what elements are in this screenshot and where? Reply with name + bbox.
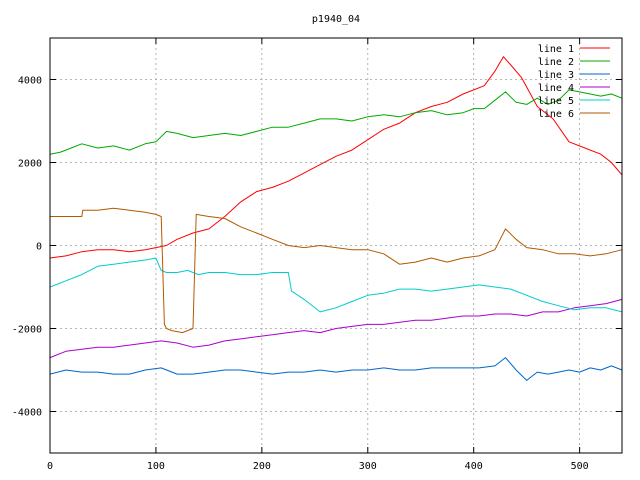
x-tick-label: 200 — [253, 461, 271, 472]
axis-ticks: 0 100 200 300 400 500 -4000 -2000 0 2000 4000 — [12, 38, 622, 472]
x-tick-label: 500 — [571, 461, 589, 472]
legend-label-5: line 5 — [538, 96, 574, 107]
legend-label-2: line 2 — [538, 57, 574, 68]
series-line-4 — [49, 298, 623, 359]
series-line-1 — [49, 56, 623, 259]
legend-label-6: line 6 — [538, 109, 574, 120]
y-tick-label: -4000 — [12, 408, 42, 419]
legend-label-3: line 3 — [538, 70, 574, 81]
chart-title: p1940_04 — [312, 14, 360, 25]
x-tick-label: 300 — [359, 461, 377, 472]
y-tick-label: 0 — [36, 242, 42, 253]
x-tick-label: 0 — [47, 461, 53, 472]
grid — [50, 38, 622, 453]
series-line-6 — [50, 207, 623, 334]
y-tick-label: 4000 — [18, 76, 42, 87]
series-line-3 — [49, 357, 623, 381]
series-line-2 — [49, 89, 623, 155]
legend: line 1 line 2 line 3 line 4 line 5 line 6 — [538, 44, 610, 120]
series-lines — [49, 56, 623, 381]
y-tick-label: 2000 — [18, 159, 42, 170]
legend-label-1: line 1 — [538, 44, 574, 55]
y-tick-label: -2000 — [12, 325, 42, 336]
series-line-5 — [49, 257, 623, 313]
x-tick-label: 400 — [465, 461, 483, 472]
legend-label-4: line 4 — [538, 83, 574, 94]
x-tick-label: 100 — [147, 461, 165, 472]
